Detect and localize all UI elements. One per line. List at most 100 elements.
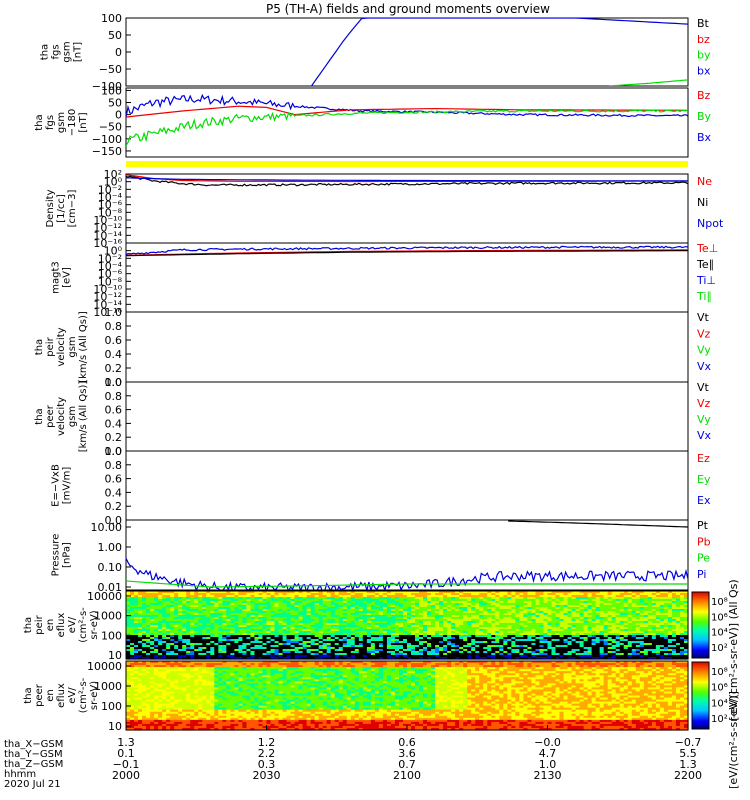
spectrogram-cell: [451, 655, 456, 658]
spectrogram-cell: [527, 595, 533, 598]
spectrogram-cell: [439, 649, 444, 652]
spectrogram-cell: [294, 635, 300, 638]
spectrogram-cell: [563, 595, 569, 598]
spectrogram-cell: [266, 633, 272, 636]
spectrogram-cell: [567, 639, 573, 642]
y-axis-label: tha: [34, 114, 45, 130]
spectrogram-cell: [407, 613, 412, 616]
spectrogram-cell: [591, 619, 597, 622]
spectrogram-cell: [555, 645, 561, 648]
spectrogram-cell: [443, 627, 448, 630]
spectrogram-cell: [278, 633, 284, 636]
spectrogram-cell: [166, 627, 171, 630]
spectrogram-cell: [278, 591, 284, 594]
spectrogram-cell: [519, 601, 525, 604]
spectrogram-cell: [427, 605, 432, 608]
spectrogram-cell: [322, 615, 328, 618]
spectrogram-cell: [539, 651, 545, 654]
spectrogram-cell: [290, 601, 296, 604]
spectrogram-cell: [523, 595, 529, 598]
spectrogram-cell: [643, 635, 649, 638]
spectrogram-cell: [234, 639, 239, 642]
spectrogram-cell: [142, 597, 147, 600]
spectrogram-cell: [487, 629, 492, 632]
spectrogram-cell: [298, 635, 304, 638]
spectrogram-cell: [226, 603, 231, 606]
spectrogram-cell: [455, 651, 460, 654]
spectrogram-cell: [591, 627, 597, 630]
spectrogram-cell: [150, 653, 155, 656]
spectrogram-cell: [402, 593, 408, 596]
spectrogram-cell: [423, 647, 428, 650]
spectrogram-cell: [130, 653, 135, 656]
spectrogram-cell: [138, 605, 143, 608]
spectrogram-cell: [511, 657, 516, 660]
spectrogram-cell: [150, 601, 155, 604]
spectrogram-cell: [647, 609, 653, 612]
spectrogram-cell: [190, 591, 195, 594]
spectrogram-cell: [623, 653, 629, 656]
spectrogram-cell: [479, 605, 484, 608]
spectrogram-cell: [362, 639, 368, 642]
spectrogram-cell: [543, 615, 549, 618]
spectrogram-cell: [503, 623, 508, 626]
spectrogram-cell: [178, 625, 183, 628]
spectrogram-cell: [435, 623, 440, 626]
spectrogram-cell: [378, 619, 384, 622]
spectrogram-cell: [419, 627, 424, 630]
spectrogram-cell: [258, 647, 264, 650]
spectrogram-cell: [667, 593, 673, 596]
spectrogram-cell: [459, 603, 464, 606]
spectrogram-cell: [186, 651, 191, 654]
spectrogram-cell: [463, 635, 468, 638]
spectrogram-cell: [439, 623, 444, 626]
spectrogram-cell: [158, 639, 163, 642]
spectrogram-cell: [487, 597, 492, 600]
spectrogram-cell: [390, 637, 396, 640]
spectrogram-cell: [647, 651, 653, 654]
spectrogram-cell: [671, 609, 677, 612]
spectrogram-cell: [334, 649, 340, 652]
spectrogram-cell: [210, 653, 215, 656]
spectrogram-cell: [130, 591, 135, 594]
spectrogram-cell: [595, 619, 601, 622]
spectrogram-cell: [226, 597, 231, 600]
spectrogram-cell: [234, 611, 239, 614]
spectrogram-cell: [214, 603, 219, 606]
spectrogram-cell: [619, 657, 625, 660]
spectrogram-cell: [142, 643, 147, 646]
spectrogram-cell: [350, 617, 356, 620]
spectrogram-cell: [130, 637, 135, 640]
spectrogram-cell: [471, 637, 476, 640]
spectrogram-cell: [439, 609, 444, 612]
spectrogram-cell: [619, 603, 625, 606]
spectrogram-cell: [126, 649, 131, 652]
spectrogram-cell: [595, 631, 601, 634]
spectrogram-cell: [559, 635, 565, 638]
spectrogram-cell: [278, 603, 284, 606]
spectrogram-cell: [499, 619, 504, 622]
spectrogram-cell: [194, 617, 199, 620]
spectrogram-cell: [154, 605, 159, 608]
spectrogram-cell: [174, 657, 179, 660]
spectrogram-cell: [318, 627, 324, 630]
spectrogram-cell: [194, 641, 199, 644]
spectrogram-cell: [370, 599, 376, 602]
spectrogram-cell: [639, 657, 645, 660]
spectrogram-cell: [643, 629, 649, 632]
spectrogram-cell: [675, 625, 681, 628]
spectrogram-cell: [619, 605, 625, 608]
spectrogram-cell: [142, 655, 147, 658]
spectrogram-cell: [511, 623, 516, 626]
spectrogram-cell: [515, 611, 520, 614]
spectrogram-cell: [423, 643, 428, 646]
spectrogram-cell: [575, 629, 581, 632]
spectrogram-cell: [314, 647, 320, 650]
spectrogram-cell: [663, 597, 669, 600]
spectrogram-cell: [499, 621, 504, 624]
spectrogram-cell: [270, 629, 276, 632]
spectrogram-cell: [627, 627, 633, 630]
spectrogram-cell: [134, 641, 139, 644]
spectrogram-cell: [210, 613, 215, 616]
spectrogram-cell: [459, 633, 464, 636]
